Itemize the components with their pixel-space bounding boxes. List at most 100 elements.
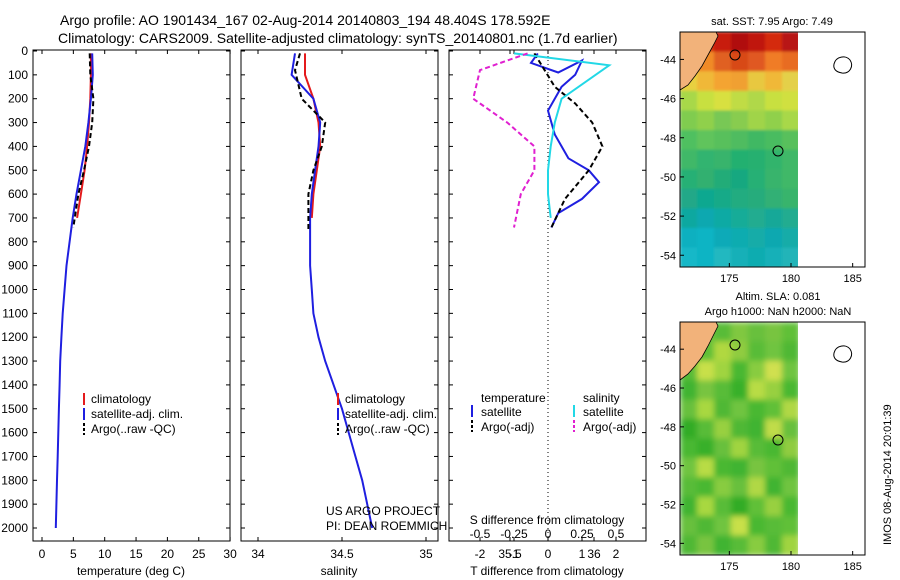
legend-label: Argo(..raw -QC) — [91, 422, 176, 436]
temperature-series — [54, 53, 95, 529]
heatmap-cell — [782, 130, 798, 151]
heatmap-cell — [765, 322, 783, 343]
heatmap-cell — [697, 208, 715, 229]
depth-tick-label: 1300 — [1, 354, 28, 368]
legend-label: satellite — [583, 405, 624, 419]
x-tick-label: 35.5 — [498, 547, 522, 561]
heatmap-cell — [697, 496, 715, 517]
heatmap-cell — [748, 457, 766, 479]
heatmap-cell — [765, 110, 783, 131]
heatmap-cell — [680, 110, 698, 131]
depth-tick-label: 1100 — [2, 306, 28, 320]
heatmap-cell — [714, 457, 732, 479]
heatmap-cell — [731, 419, 749, 440]
heatmap-cell — [748, 380, 766, 401]
heatmap-cell — [748, 188, 766, 210]
x-tick-label: 34.5 — [330, 547, 354, 561]
heatmap-cell — [731, 228, 749, 249]
difference-series — [472, 52, 612, 228]
x-tick-label-s: 0 — [545, 527, 552, 541]
heatmap-cell — [697, 130, 715, 151]
heatmap-cell — [731, 496, 749, 517]
depth-tick-label: 900 — [8, 259, 28, 273]
depth-tick-label: 1800 — [1, 473, 28, 487]
map-x-tick-label: 185 — [843, 273, 861, 285]
heatmap-cell — [731, 341, 749, 362]
heatmap-cell — [731, 51, 749, 73]
heatmap-cell — [697, 90, 715, 112]
heatmap-cell — [782, 90, 798, 112]
heatmap-cell — [714, 322, 732, 343]
heatmap-cell — [714, 477, 732, 498]
series-line — [472, 52, 536, 228]
heatmap-cell — [748, 169, 766, 190]
legend-label: climatology — [91, 392, 151, 406]
x-tick-label: 10 — [98, 547, 112, 561]
legend-header-salinity: salinity — [583, 391, 620, 405]
legend-label: Argo(-adj) — [481, 420, 534, 434]
heatmap-cell — [782, 71, 798, 92]
depth-tick-label: 400 — [8, 139, 28, 153]
chatham-islands-outline — [833, 56, 853, 74]
heatmap-cell — [765, 149, 783, 171]
heatmap-cell — [782, 247, 798, 267]
difference-xlabel2: S difference from climatology — [470, 513, 625, 527]
map-x-tick-label: 180 — [782, 561, 800, 573]
depth-tick-label: 1200 — [1, 330, 28, 344]
depth-tick-label: 600 — [8, 187, 28, 201]
header-line2: Climatology: CARS2009. Satellite-adjuste… — [58, 30, 618, 46]
heatmap-cell — [731, 516, 749, 537]
heatmap-cell — [782, 208, 798, 229]
x-tick-label: 20 — [161, 547, 175, 561]
heatmap-cell — [765, 535, 783, 555]
heatmap-cell — [731, 477, 749, 498]
heatmap-cell — [680, 438, 698, 459]
heatmap-cell — [680, 130, 698, 151]
sla-map-title: Altim. SLA: 0.081 — [736, 291, 821, 303]
heatmap-cell — [748, 71, 766, 92]
sla-map-ticks: 175 180 185 -44 -46 -48 -50 -52 -54 — [660, 344, 862, 573]
heatmap-cell — [697, 188, 715, 210]
heatmap-cell — [765, 228, 783, 249]
x-tick-label-s: -0.25 — [500, 527, 528, 541]
temperature-legend: climatology satellite-adj. clim. Argo(..… — [83, 392, 183, 436]
series-line — [76, 53, 92, 219]
heatmap-cell — [748, 419, 766, 440]
heatmap-cell — [714, 399, 732, 420]
heatmap-cell — [765, 32, 783, 53]
depth-tick-label: 500 — [8, 163, 28, 177]
heatmap-cell — [765, 71, 783, 92]
temperature-x-ticks: 0 5 10 15 20 25 30 — [39, 50, 237, 561]
heatmap-cell — [748, 51, 766, 73]
depth-tick-label: 1600 — [1, 426, 28, 440]
heatmap-cell — [748, 149, 766, 171]
heatmap-cell — [782, 228, 798, 249]
series-line — [513, 52, 612, 219]
heatmap-cell — [697, 380, 715, 401]
series-line — [533, 52, 604, 228]
heatmap-cell — [731, 130, 749, 151]
heatmap-cell — [697, 110, 715, 131]
heatmap-cell — [731, 110, 749, 131]
depth-tick-label: 800 — [8, 235, 28, 249]
difference-legend: temperature salinity satellite Argo(-adj… — [471, 391, 636, 434]
x-tick-label-s: 0.5 — [608, 527, 625, 541]
heatmap-cell — [782, 360, 798, 382]
heatmap-cell — [731, 208, 749, 229]
heatmap-cell — [731, 188, 749, 210]
heatmap-cell — [731, 90, 749, 112]
heatmap-cell — [748, 516, 766, 537]
heatmap-cell — [714, 32, 732, 53]
x-tick-label-s: 0.25 — [570, 527, 594, 541]
heatmap-cell — [765, 360, 783, 382]
heatmap-cell — [765, 516, 783, 537]
x-tick-label: 15 — [129, 547, 143, 561]
heatmap-cell — [782, 341, 798, 362]
depth-tick-label: 700 — [8, 211, 28, 225]
heatmap-cell — [714, 208, 732, 229]
sla-map-frame — [679, 321, 866, 556]
heatmap-cell — [765, 477, 783, 498]
heatmap-cell — [714, 419, 732, 440]
depth-tick-label: 0 — [21, 44, 28, 58]
